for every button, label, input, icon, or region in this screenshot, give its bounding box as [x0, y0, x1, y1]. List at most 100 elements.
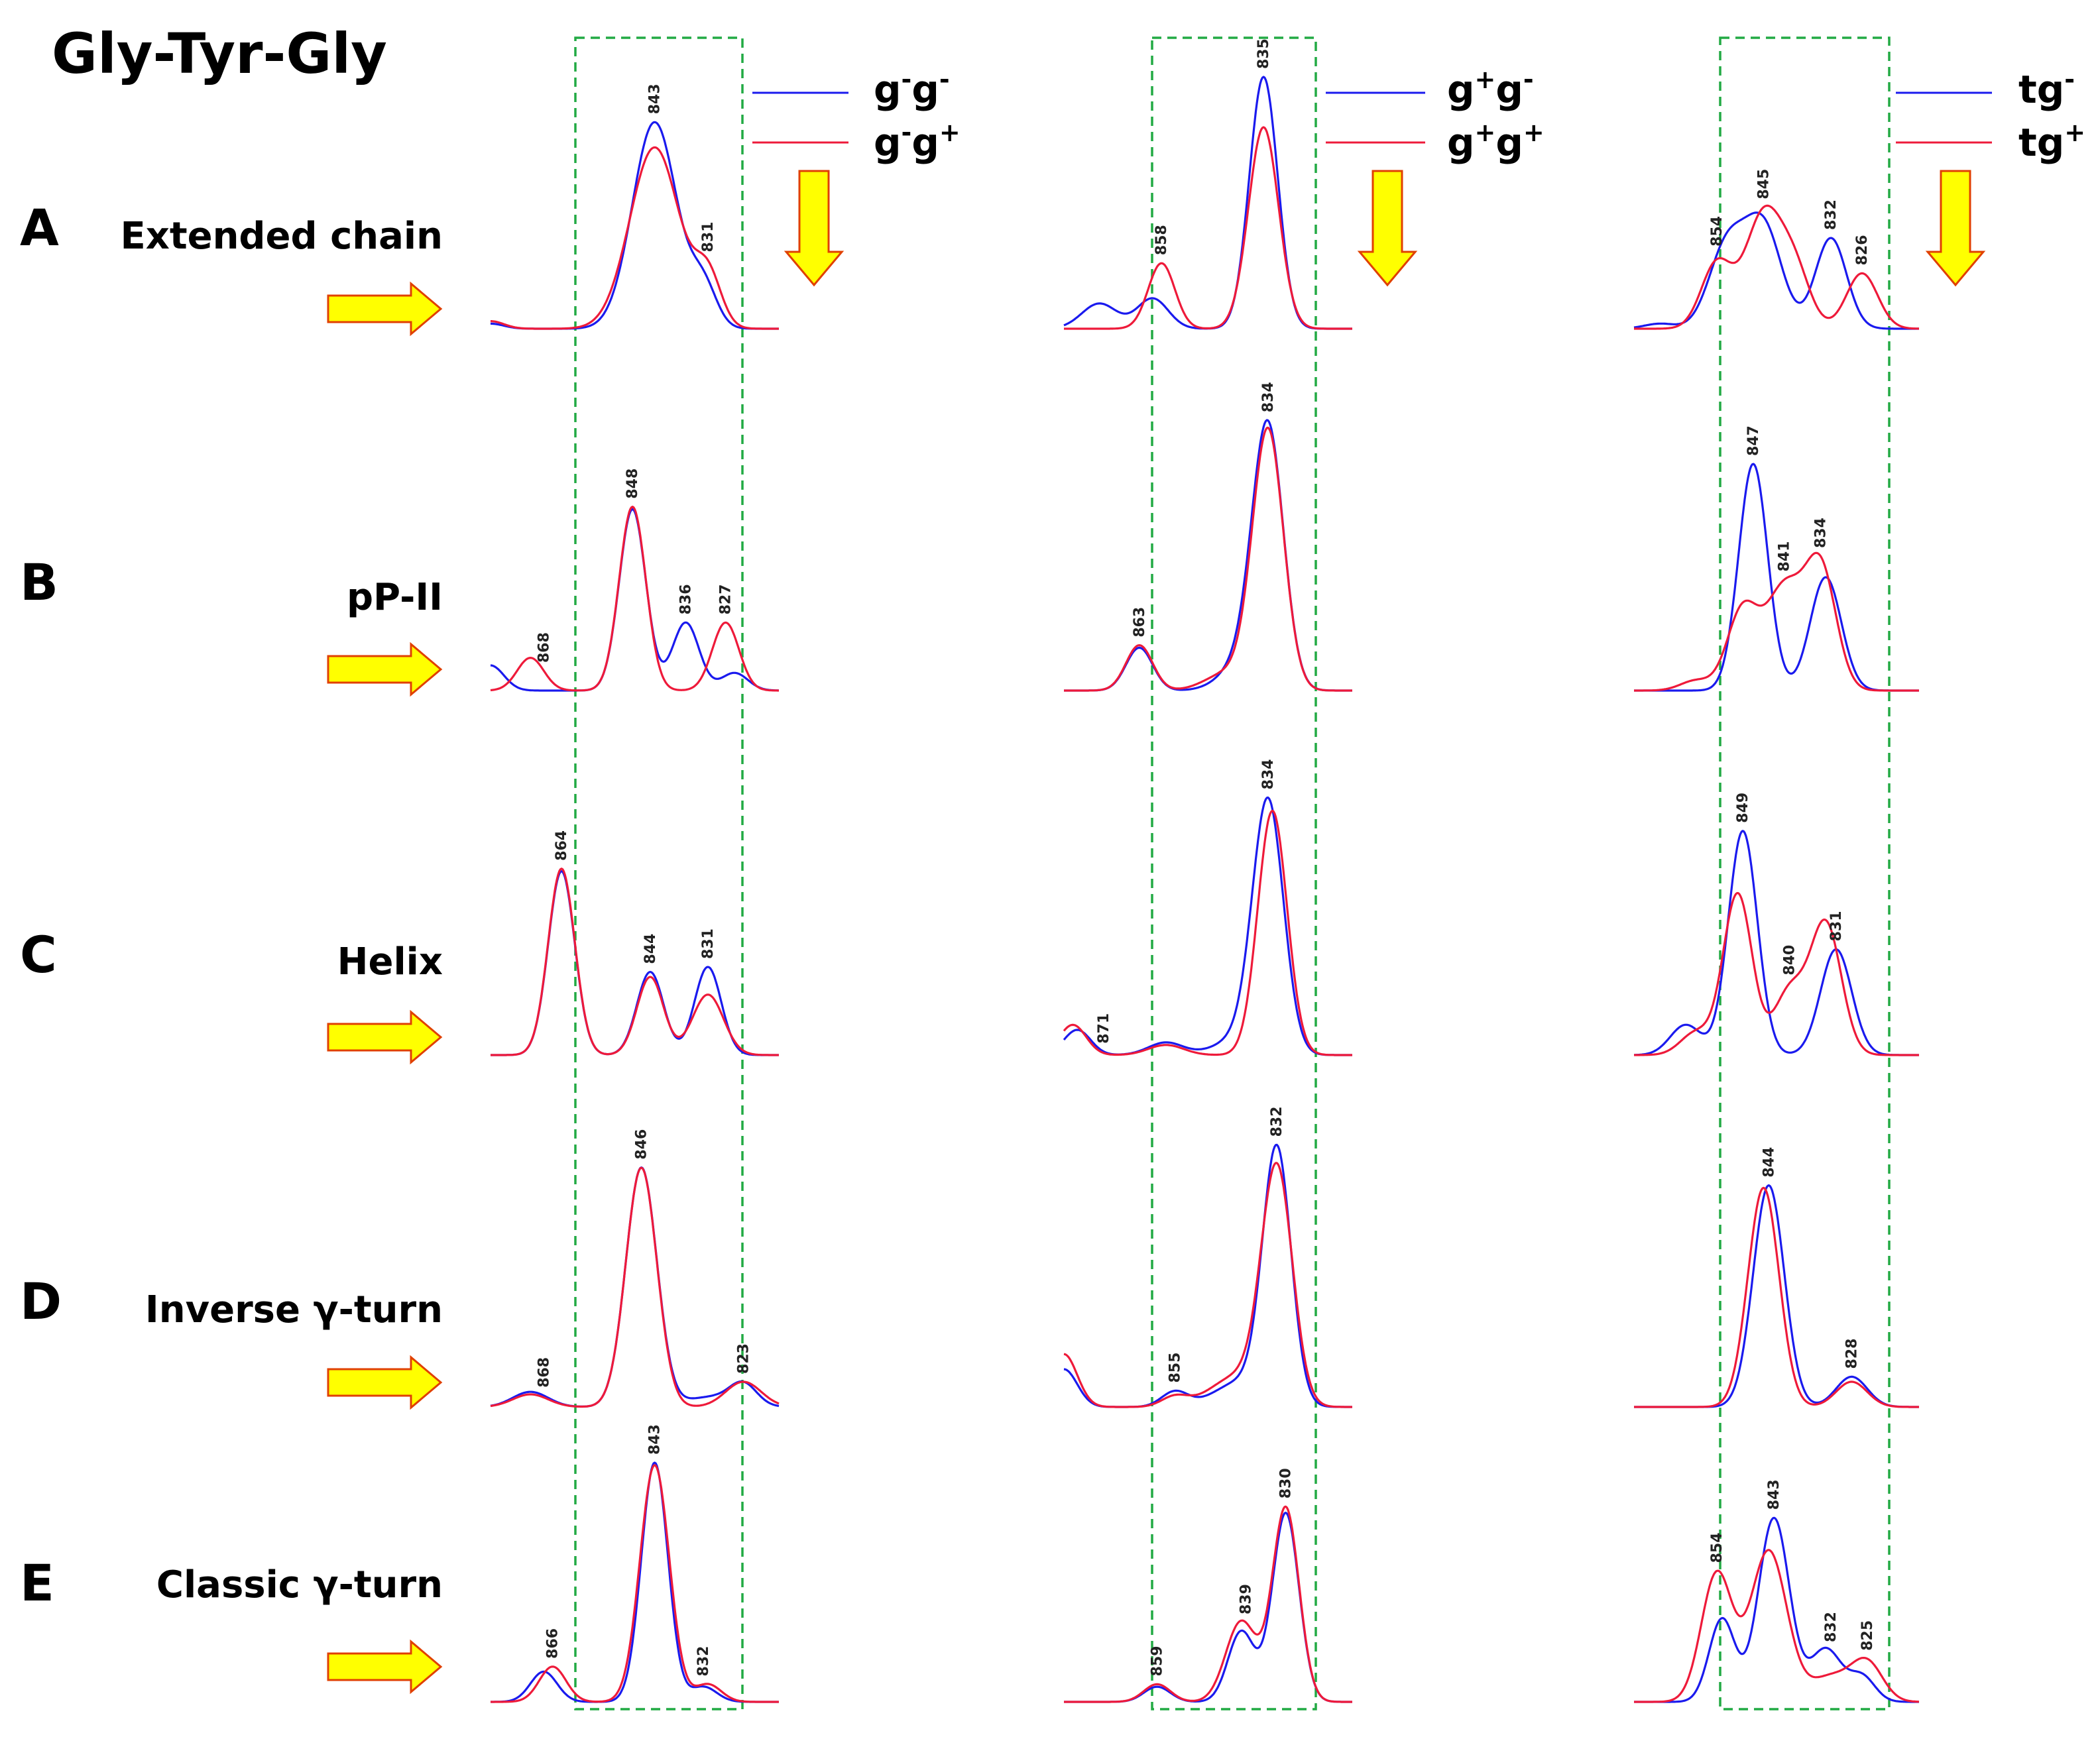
right-arrow-C [327, 1009, 443, 1065]
peak-label-D-1-868: 868 [536, 1357, 552, 1388]
peak-label-B-2-834: 834 [1260, 382, 1277, 412]
down-arrow-3 [1925, 170, 1986, 287]
trace-blue-B-3 [1634, 463, 1919, 692]
row-letter-E: E [20, 1553, 54, 1612]
legend-label-blue-1: g-g- [874, 65, 950, 112]
trace-blue-C-1 [491, 870, 779, 1056]
trace-blue-B-1 [490, 508, 779, 692]
peak-label-E-2-839: 839 [1238, 1584, 1254, 1614]
row-letter-B: B [20, 553, 58, 612]
row-label-B: pP-II [347, 576, 443, 619]
peak-label-C-3-849: 849 [1735, 793, 1751, 823]
legend-label-red-3: tg+ [2018, 118, 2085, 165]
trace-red-C-2 [1063, 809, 1352, 1056]
trace-red-D-3 [1634, 1186, 1919, 1408]
trace-red-B-3 [1634, 551, 1919, 692]
panel-C-3: 849 840 831 [1634, 793, 1919, 1056]
peak-label-B-1-848: 848 [624, 469, 641, 499]
legend-label-red-2: g+g+ [1447, 118, 1545, 165]
trace-blue-E-1 [491, 1461, 779, 1703]
right-arrow-B [327, 642, 443, 697]
right-arrow-E [327, 1639, 443, 1695]
panel-D-1: 868 846 823 [490, 1129, 780, 1408]
peak-label-B-3-834: 834 [1813, 518, 1830, 548]
right-arrow-D [327, 1355, 443, 1410]
row-letter-C: C [20, 925, 57, 984]
row-label-E: Classic γ-turn [156, 1563, 443, 1606]
panel-E-3: 854 843 832 825 [1634, 1479, 1920, 1703]
trace-red-C-1 [491, 868, 779, 1056]
highlight-window-3 [1719, 36, 1891, 1710]
row-label-C: Helix [337, 940, 443, 983]
row-letter-A: A [20, 198, 59, 257]
panel-A-2: 858 835 [1063, 38, 1352, 330]
peak-label-B-3-841: 841 [1777, 541, 1793, 572]
panel-C-1: 864 844 831 [491, 830, 779, 1056]
trace-blue-D-3 [1634, 1184, 1919, 1408]
row-label-A: Extended chain [120, 215, 443, 258]
peak-label-D-2-855: 855 [1167, 1353, 1183, 1383]
peak-label-E-3-854: 854 [1709, 1532, 1725, 1563]
down-arrow-1 [784, 170, 845, 287]
peak-label-E-1-843: 843 [647, 1424, 664, 1455]
panel-A-1: 843 831 [491, 84, 779, 330]
trace-blue-B-2 [1064, 419, 1352, 692]
peak-label-C-1-864: 864 [554, 830, 570, 861]
panel-D-2: 855 832 [1063, 1106, 1352, 1408]
down-arrow-2 [1357, 170, 1418, 287]
peak-label-D-1-846: 846 [633, 1129, 650, 1160]
peak-label-B-3-847: 847 [1745, 425, 1762, 456]
trace-blue-E-3 [1634, 1516, 1919, 1703]
right-arrow-A [327, 281, 443, 337]
trace-red-A-2 [1064, 126, 1352, 330]
highlight-windows [574, 36, 1891, 1710]
peak-label-B-2-863: 863 [1132, 607, 1148, 638]
trace-blue-E-2 [1064, 1512, 1352, 1703]
peak-label-E-1-832: 832 [695, 1646, 712, 1677]
figure-title: Gly-Tyr-Gly [52, 21, 387, 86]
peak-label-A-3-826: 826 [1854, 235, 1871, 265]
highlight-window-1 [574, 36, 744, 1710]
peak-label-A-3-832: 832 [1823, 199, 1839, 230]
panel-B-2: 863 834 [1064, 382, 1352, 692]
legend-label-blue-3: tg- [2018, 65, 2075, 112]
trace-red-B-1 [490, 506, 779, 692]
panel-C-2: 871 834 [1063, 759, 1352, 1056]
peak-label-C-3-831: 831 [1828, 911, 1845, 941]
peak-label-E-1-866: 866 [545, 1628, 561, 1659]
trace-red-B-2 [1064, 426, 1352, 692]
peak-label-D-1-823: 823 [736, 1343, 752, 1374]
trace-blue-C-3 [1634, 830, 1919, 1056]
legend-label-red-1: g-g+ [874, 118, 961, 165]
trace-red-E-1 [491, 1464, 779, 1703]
panel-B-1: 868 848 836 827 [490, 469, 779, 692]
trace-red-E-2 [1064, 1505, 1352, 1703]
legends: g-g-g-g+ g+g-g+g+ tg-tg+ [752, 65, 2085, 287]
highlight-window-2 [1151, 36, 1317, 1710]
peak-label-C-1-831: 831 [700, 928, 717, 959]
peak-label-C-1-844: 844 [642, 934, 659, 964]
peak-label-C-3-840: 840 [1781, 945, 1798, 976]
peak-label-A-1-843: 843 [647, 84, 664, 114]
trace-red-D-2 [1063, 1162, 1352, 1408]
peak-label-A-1-831: 831 [700, 222, 717, 252]
peak-label-C-2-834: 834 [1260, 759, 1277, 789]
panel-D-3: 844 828 [1634, 1147, 1919, 1408]
peak-label-A-2-835: 835 [1255, 38, 1272, 69]
panel-B-3: 847 841 834 [1634, 425, 1919, 692]
peak-label-E-3-843: 843 [1766, 1479, 1782, 1510]
trace-blue-A-3 [1633, 211, 1919, 330]
peak-label-A-3-845: 845 [1755, 169, 1772, 199]
trace-red-A-3 [1634, 204, 1919, 330]
peak-label-B-1-836: 836 [677, 584, 694, 614]
peak-label-B-1-868: 868 [536, 632, 552, 663]
peak-label-D-2-832: 832 [1269, 1106, 1285, 1137]
trace-blue-A-2 [1063, 76, 1352, 330]
trace-red-E-3 [1634, 1549, 1920, 1703]
peak-label-C-2-871: 871 [1096, 1013, 1112, 1044]
peak-label-D-3-844: 844 [1761, 1147, 1777, 1178]
panel-A-3: 854 845 832 826 [1633, 169, 1919, 330]
panel-E-2: 859 839 830 [1064, 1468, 1352, 1703]
